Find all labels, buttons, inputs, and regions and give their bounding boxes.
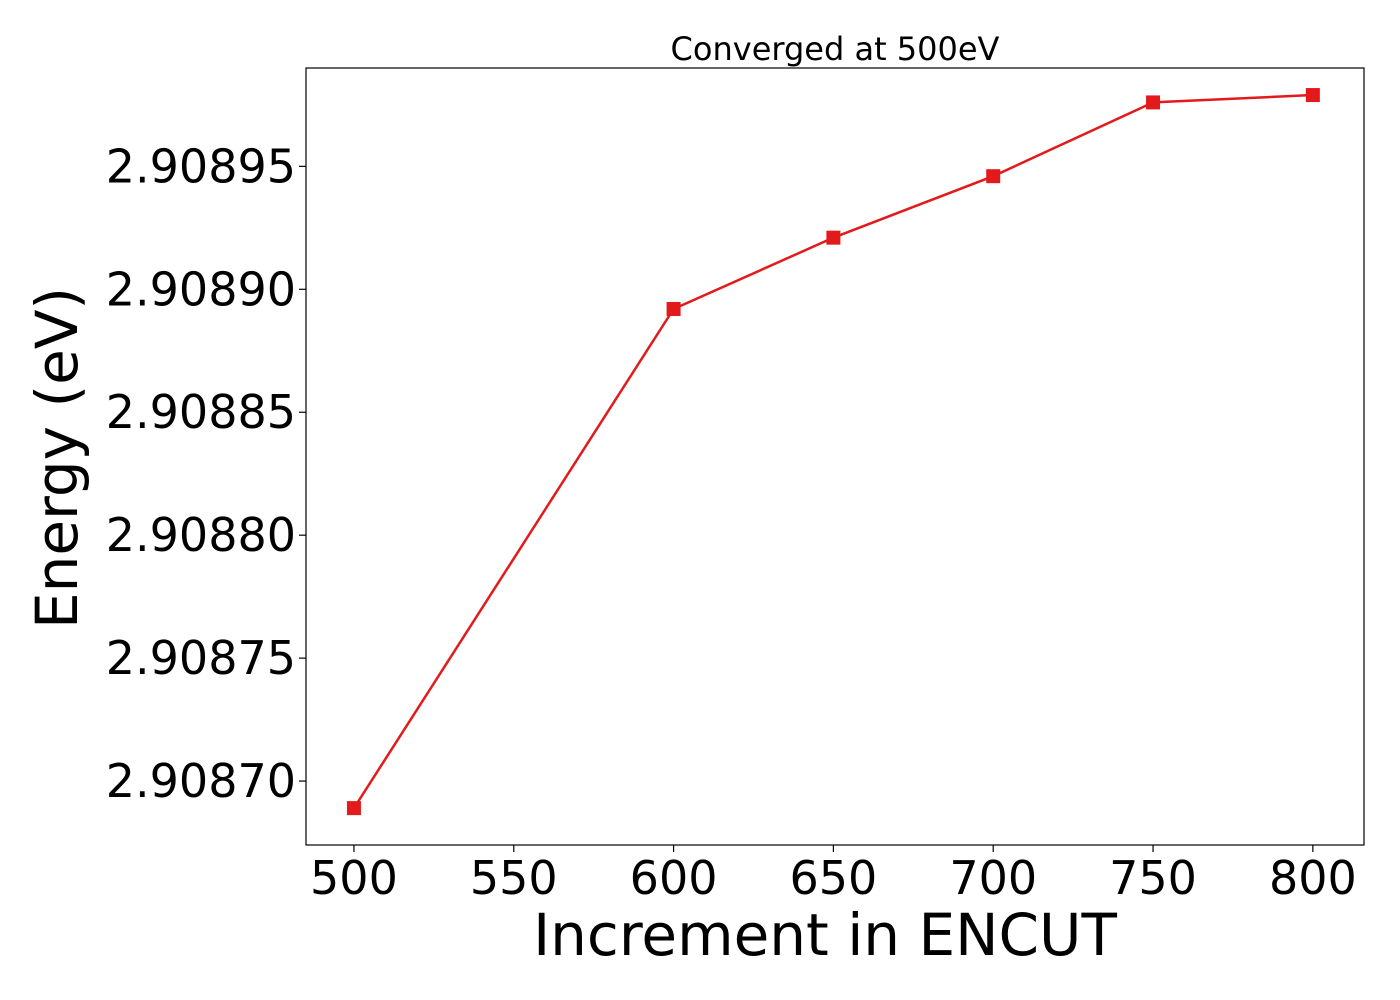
data-point-750 — [1146, 95, 1161, 110]
x-tick-label: 550 — [470, 851, 558, 905]
x-tick-label: 500 — [310, 851, 398, 905]
y-tick-label: 2.90895 — [106, 139, 296, 193]
data-point-500 — [346, 801, 361, 816]
y-tick-label: 2.90880 — [106, 508, 296, 562]
y-tick-label: 2.90890 — [106, 262, 296, 316]
x-tick-label: 800 — [1269, 851, 1357, 905]
data-point-700 — [986, 169, 1001, 184]
data-point-600 — [666, 301, 681, 316]
series-line — [352, 93, 1313, 809]
x-tick-label: 600 — [630, 851, 718, 905]
x-tick-label: 650 — [789, 851, 877, 905]
y-axis-label: Energy (eV) — [23, 287, 91, 629]
data-point-650 — [826, 230, 841, 245]
plot-frame — [305, 67, 1365, 846]
plot-area — [346, 88, 1320, 816]
y-tick-label: 2.90870 — [106, 754, 296, 808]
x-axis: 500 550 600 650 700 750 800 — [310, 845, 1357, 905]
y-tick-label: 2.90875 — [106, 631, 296, 685]
y-tick-label: 2.90885 — [106, 385, 296, 439]
data-point-800 — [1305, 88, 1320, 103]
x-tick-label: 750 — [1109, 851, 1197, 905]
x-axis-label: Increment in ENCUT — [533, 901, 1117, 969]
y-axis: 2.90870 2.90875 2.90880 2.90885 2.90890 2.908… — [106, 139, 306, 808]
x-tick-label: 700 — [949, 851, 1037, 905]
chart-title: Converged at 500eV — [671, 30, 1000, 68]
